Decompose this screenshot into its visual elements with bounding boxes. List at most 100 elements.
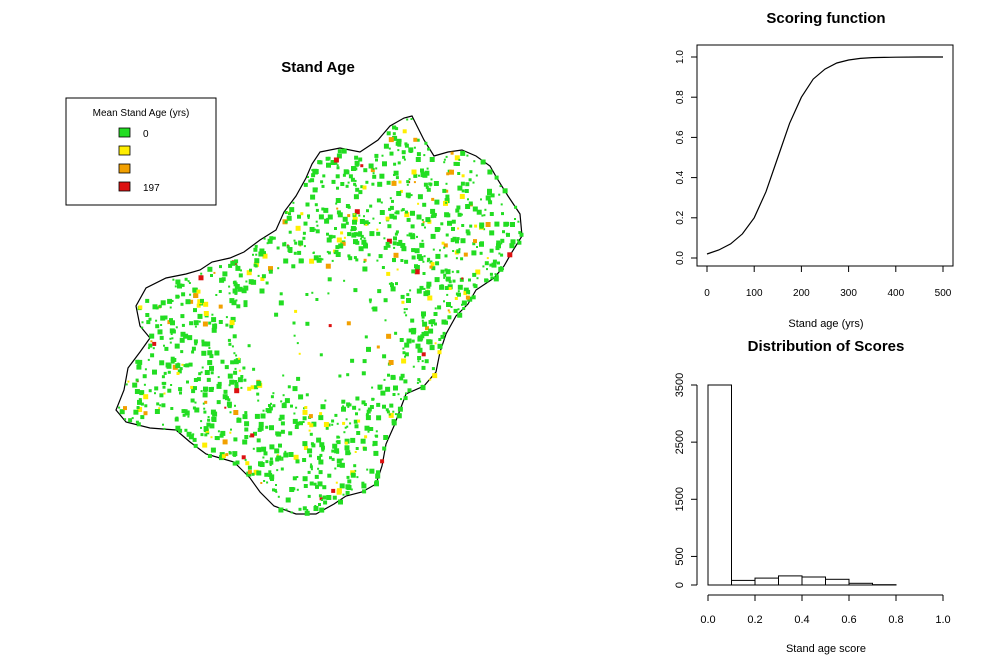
map-pixel xyxy=(309,432,313,436)
map-pixel xyxy=(213,271,216,274)
map-pixel xyxy=(346,402,351,407)
map-pixel xyxy=(426,281,432,287)
map-pixel xyxy=(392,258,396,262)
map-pixel xyxy=(348,174,353,179)
map-pixel xyxy=(310,442,314,446)
map-pixel xyxy=(219,455,224,461)
map-pixel xyxy=(293,239,296,242)
map-pixel xyxy=(267,238,273,244)
map-pixel xyxy=(433,213,437,217)
map-pixel xyxy=(303,221,308,226)
map-pixel xyxy=(170,333,173,335)
map-pixel xyxy=(440,269,445,274)
map-pixel xyxy=(468,278,471,282)
map-pixel xyxy=(417,378,421,382)
map-pixel xyxy=(238,369,241,372)
map-pixel xyxy=(324,218,330,224)
map-pixel xyxy=(303,446,308,450)
map-pixel xyxy=(347,479,352,484)
map-pixel xyxy=(336,164,339,167)
map-pixel xyxy=(461,303,463,306)
map-pixel xyxy=(227,398,231,402)
map-pixel xyxy=(310,178,315,183)
map-pixel xyxy=(349,422,352,425)
map-pixel xyxy=(383,143,389,149)
map-pixel xyxy=(342,405,345,408)
map-pixel xyxy=(277,495,280,498)
map-pixel xyxy=(211,327,217,333)
map-pixel xyxy=(395,127,399,131)
scoring-xlabel: Stand age (yrs) xyxy=(788,318,863,330)
map-pixel xyxy=(274,312,279,317)
legend-label: 197 xyxy=(143,183,160,194)
map-pixel xyxy=(307,214,310,218)
map-pixel xyxy=(390,286,396,292)
map-pixel xyxy=(376,470,380,475)
map-pixel xyxy=(405,314,408,317)
map-pixel xyxy=(435,261,440,266)
map-pixel xyxy=(383,298,388,303)
map-pixel xyxy=(263,480,266,482)
map-pixel xyxy=(317,481,323,487)
map-pixel xyxy=(396,268,399,271)
map-pixel xyxy=(347,232,352,237)
map-pixel xyxy=(414,248,420,254)
map-pixel xyxy=(235,264,238,267)
map-pixel xyxy=(169,318,173,323)
map-pixel xyxy=(484,261,489,266)
map-pixel xyxy=(369,427,374,431)
map-pixel xyxy=(364,425,370,431)
map-pixel xyxy=(201,350,207,356)
map-pixel xyxy=(284,211,288,214)
map-pixel xyxy=(212,323,218,329)
map-pixel xyxy=(141,326,144,329)
map-pixel xyxy=(219,277,225,283)
map-pixel xyxy=(389,213,395,219)
map-pixel xyxy=(285,453,288,456)
map-pixel xyxy=(394,232,398,236)
map-pixel xyxy=(294,425,299,429)
map-pixel xyxy=(160,315,166,321)
map-pixel xyxy=(227,338,231,342)
map-pixel xyxy=(429,260,433,264)
map-pixel xyxy=(498,266,504,272)
map-pixel xyxy=(369,468,375,474)
scoring-curve xyxy=(706,56,943,255)
map-pixel xyxy=(183,333,189,339)
map-pixel xyxy=(227,373,233,379)
map-pixel xyxy=(308,454,312,458)
map-pixel xyxy=(466,154,469,157)
map-pixel xyxy=(354,451,357,453)
map-pixel xyxy=(184,277,188,281)
stand-age-map xyxy=(115,115,524,516)
map-pixel xyxy=(352,405,357,410)
map-pixel xyxy=(322,174,326,178)
map-pixel xyxy=(225,316,228,319)
map-pixel xyxy=(170,359,175,364)
map-pixel xyxy=(229,431,232,434)
map-pixel xyxy=(307,176,309,178)
map-pixel xyxy=(406,298,411,303)
map-pixel xyxy=(302,416,307,421)
map-pixel xyxy=(388,137,394,143)
map-pixel xyxy=(331,449,335,453)
map-pixel xyxy=(316,257,322,263)
map-pixel xyxy=(443,246,446,249)
map-pixel xyxy=(430,262,435,267)
map-pixel xyxy=(463,291,468,296)
map-pixel xyxy=(423,331,429,337)
map-pixel xyxy=(171,300,174,302)
map-pixel xyxy=(437,343,443,349)
map-pixel xyxy=(257,274,260,277)
map-pixel xyxy=(279,292,283,296)
map-pixel xyxy=(323,500,328,505)
map-pixel xyxy=(334,467,337,470)
map-pixel xyxy=(234,382,239,386)
map-pixel xyxy=(416,381,419,384)
map-pixel xyxy=(217,400,220,403)
legend-title: Mean Stand Age (yrs) xyxy=(93,108,190,119)
map-pixel xyxy=(446,172,450,176)
map-pixel xyxy=(292,476,297,481)
map-pixel xyxy=(233,453,237,457)
map-pixel xyxy=(357,419,361,423)
